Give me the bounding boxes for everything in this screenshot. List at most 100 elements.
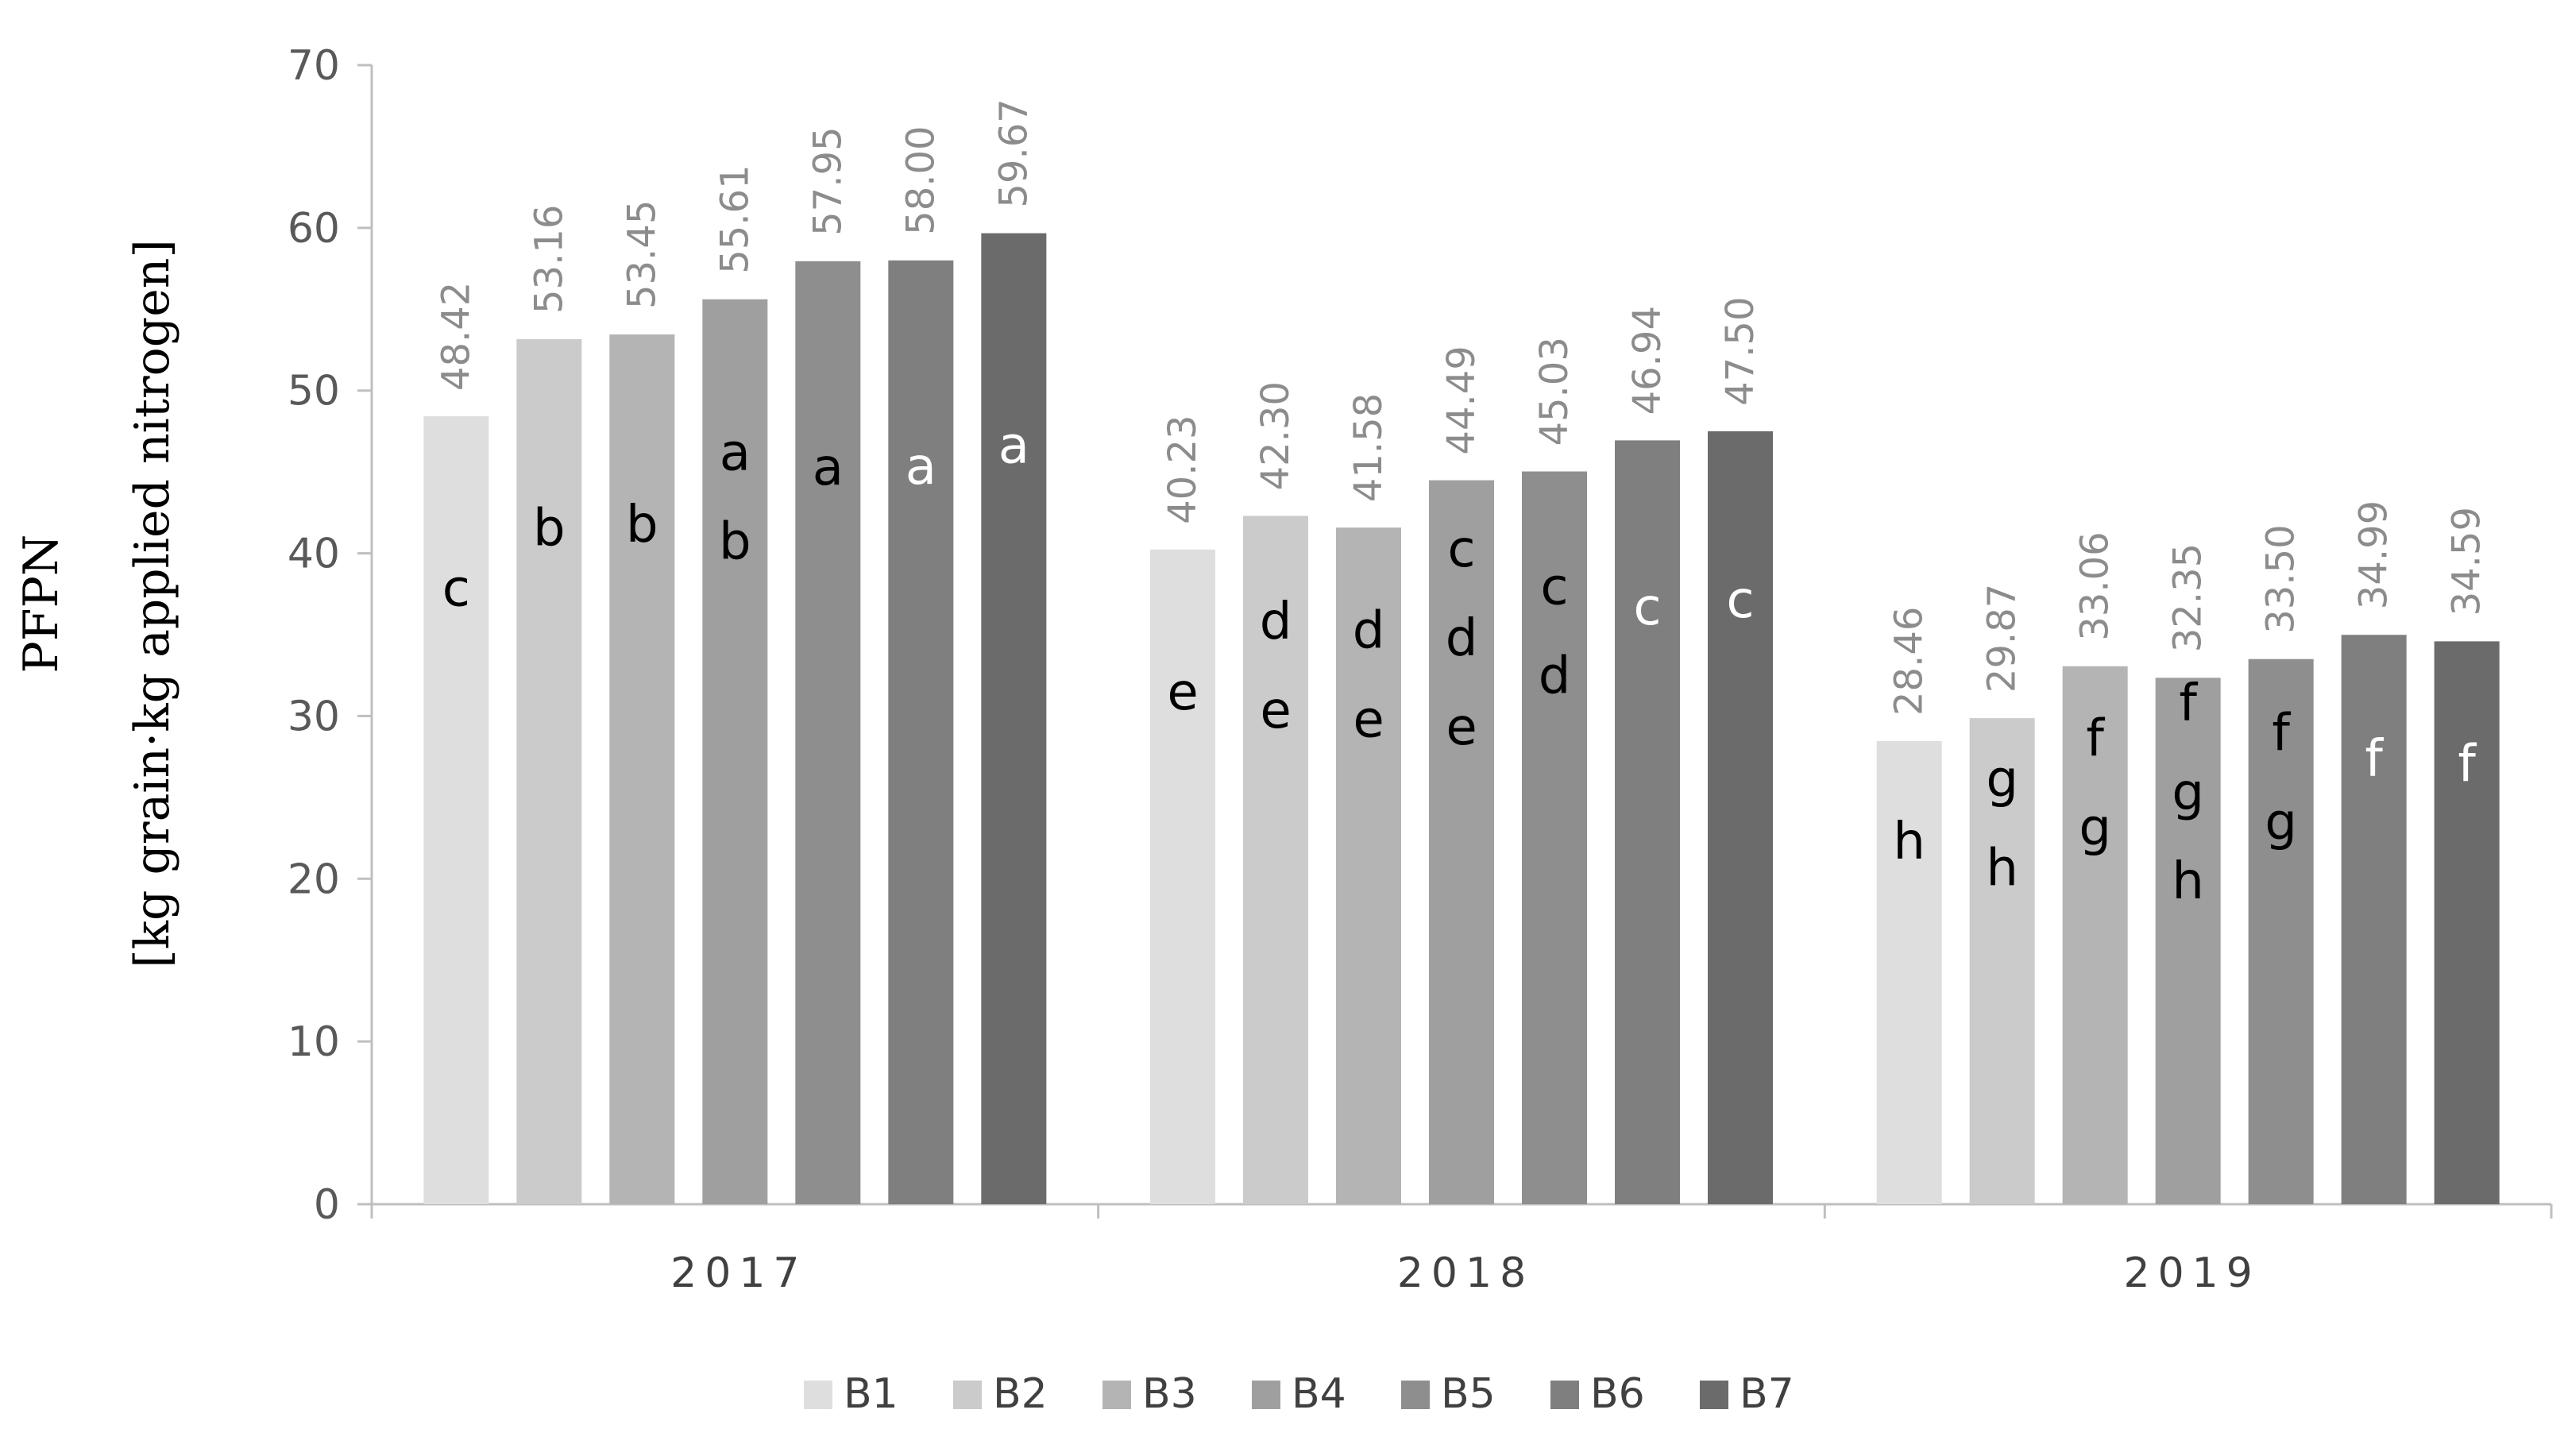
significance-letter: e	[1353, 691, 1384, 750]
significance-letter: g	[1986, 751, 2018, 809]
significance-letter: h	[2172, 852, 2204, 911]
significance-letter: e	[1260, 682, 1291, 740]
value-label: 40.23	[1160, 415, 1205, 523]
legend-swatch	[804, 1381, 832, 1409]
significance-letter: d	[1446, 609, 1478, 668]
significance-letter: h	[1986, 840, 2018, 898]
legend-label: B1	[844, 1370, 898, 1418]
significance-letter: c	[1540, 558, 1568, 616]
legend-label: B6	[1590, 1370, 1645, 1418]
significance-letter: g	[2265, 794, 2297, 852]
legend-label: B2	[993, 1370, 1048, 1418]
significance-letter: g	[2079, 799, 2111, 858]
value-label: 34.99	[2352, 500, 2396, 609]
value-label: 58.00	[898, 126, 943, 234]
significance-letter: b	[719, 512, 751, 571]
significance-letter: c	[1633, 578, 1661, 637]
x-category-label: 2018	[1397, 1249, 1534, 1297]
value-label: 48.42	[434, 282, 478, 391]
y-tick-label: 50	[288, 368, 340, 415]
significance-letter: f	[2365, 730, 2384, 789]
bar	[2062, 666, 2128, 1204]
y-tick-label: 60	[288, 205, 340, 253]
bar	[2341, 635, 2407, 1204]
significance-letter: h	[1893, 813, 1925, 871]
legend-swatch	[953, 1381, 982, 1409]
bar	[2434, 641, 2500, 1204]
bar	[1708, 431, 1773, 1204]
value-label: 32.35	[2166, 543, 2211, 652]
y-tick-label: 30	[288, 693, 340, 740]
bar	[1876, 740, 1942, 1204]
significance-letter: c	[1447, 520, 1475, 579]
significance-letter: b	[626, 496, 658, 554]
value-label: 53.16	[527, 205, 571, 314]
value-label: 28.46	[1887, 607, 1932, 716]
significance-letter: e	[1446, 698, 1477, 757]
legend-label: B7	[1740, 1370, 1794, 1418]
value-label: 29.87	[1980, 584, 2025, 693]
significance-letter: g	[2172, 763, 2204, 822]
bar	[1969, 718, 2035, 1204]
bar	[1150, 549, 1215, 1204]
legend-label: B4	[1292, 1370, 1346, 1418]
significance-letter: c	[1726, 571, 1754, 630]
bar	[2248, 658, 2314, 1204]
bar	[609, 334, 675, 1204]
significance-letter: c	[442, 559, 470, 618]
value-label: 53.45	[620, 200, 664, 309]
significance-letter: f	[2179, 674, 2198, 733]
y-axis-title: PFPN [kg grain·kg applied nitrogen]	[14, 239, 180, 968]
value-label: 44.49	[1439, 346, 1484, 454]
bar	[1243, 516, 1308, 1204]
value-label: 33.06	[2073, 531, 2118, 640]
value-labels: 48.42 53.16 53.45 55.61 57.95 58.00 59.67 40.23…	[434, 98, 2489, 716]
y-axis-title-line-2: [kg grain·kg applied nitrogen]	[125, 239, 180, 968]
bar	[795, 261, 861, 1205]
significance-letter: e	[1167, 663, 1198, 722]
value-label: 59.67	[991, 98, 1036, 207]
value-label: 41.58	[1346, 393, 1391, 502]
value-label: 42.30	[1253, 381, 1298, 490]
y-tick-label: 70	[288, 42, 340, 90]
value-label: 34.59	[2445, 507, 2489, 616]
y-tick-label: 0	[314, 1181, 340, 1229]
significance-letter: a	[813, 438, 844, 497]
bar	[1336, 527, 1401, 1204]
y-tick-label: 10	[288, 1018, 340, 1066]
significance-letter: a	[720, 423, 751, 482]
legend-label: B3	[1142, 1370, 1197, 1418]
legend-swatch	[1401, 1381, 1430, 1409]
value-label: 46.94	[1625, 306, 1670, 415]
y-axis-title-line-1: PFPN	[14, 535, 69, 674]
x-category-label: 2019	[2123, 1249, 2260, 1297]
value-label: 57.95	[805, 126, 850, 235]
value-label: 33.50	[2259, 524, 2303, 633]
significance-letter: b	[533, 500, 566, 558]
bar	[1522, 471, 1587, 1204]
bars	[423, 233, 2500, 1205]
legend-swatch	[1550, 1381, 1579, 1409]
legend-swatch	[1102, 1381, 1131, 1409]
legend-swatch	[1700, 1381, 1728, 1409]
bar	[981, 233, 1047, 1204]
significance-letter: d	[1539, 647, 1571, 705]
bar	[423, 416, 489, 1204]
bar	[2155, 678, 2221, 1204]
y-tick-label: 40	[288, 531, 340, 578]
value-label: 55.61	[712, 164, 757, 273]
bar	[1429, 480, 1494, 1204]
value-label: 47.50	[1718, 297, 1763, 406]
x-category-label: 2017	[670, 1249, 807, 1297]
significance-letter: a	[906, 438, 936, 496]
legend-label: B5	[1441, 1370, 1496, 1418]
significance-letter: f	[2086, 710, 2105, 769]
y-tick-label: 20	[288, 855, 340, 903]
bar	[702, 299, 768, 1204]
bar	[1615, 440, 1680, 1204]
bar	[888, 260, 954, 1204]
bar	[516, 338, 582, 1204]
significance-letter: d	[1260, 593, 1292, 651]
